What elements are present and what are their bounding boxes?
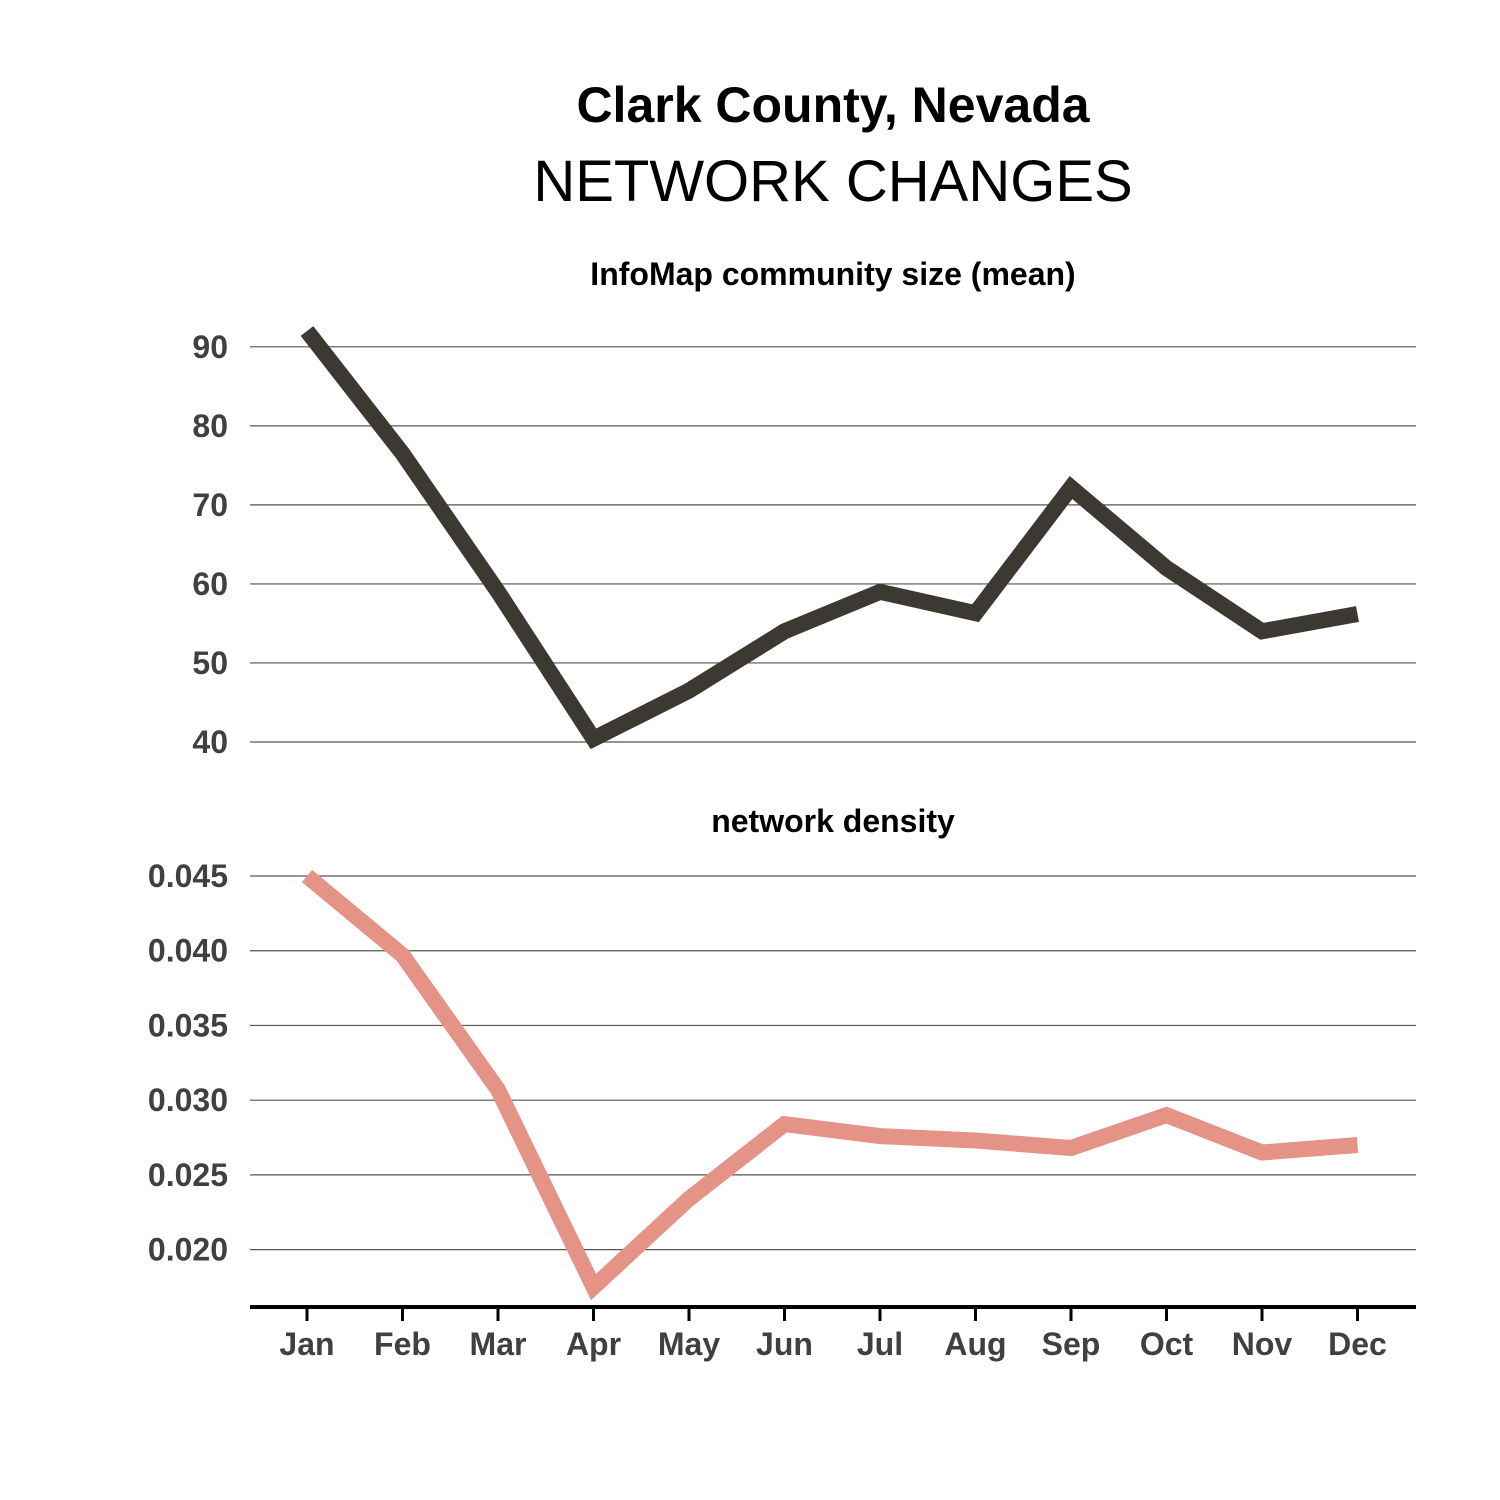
chart-title: Clark County, Nevada bbox=[576, 77, 1090, 133]
chart-subtitle: NETWORK CHANGES bbox=[533, 149, 1133, 214]
x-tick-label: Jan bbox=[279, 1326, 334, 1362]
x-tick-label: Nov bbox=[1232, 1326, 1293, 1362]
y-tick-label: 60 bbox=[192, 566, 228, 602]
y-tick-label: 80 bbox=[192, 408, 228, 444]
y-tick-label: 0.040 bbox=[148, 933, 228, 969]
y-tick-label: 40 bbox=[192, 724, 228, 760]
x-tick-label: Jul bbox=[857, 1326, 903, 1362]
y-tick-label: 0.030 bbox=[148, 1082, 228, 1118]
y-tick-label: 0.020 bbox=[148, 1232, 228, 1268]
x-tick-label: Mar bbox=[470, 1326, 527, 1362]
panel-title: network density bbox=[711, 803, 955, 839]
x-tick-label: Oct bbox=[1140, 1326, 1194, 1362]
x-tick-label: May bbox=[658, 1326, 720, 1362]
x-tick-label: Jun bbox=[756, 1326, 813, 1362]
y-tick-label: 70 bbox=[192, 487, 228, 523]
y-tick-label: 0.025 bbox=[148, 1157, 228, 1193]
y-tick-label: 0.045 bbox=[148, 858, 228, 894]
x-tick-label: Aug bbox=[944, 1326, 1006, 1362]
series-line bbox=[301, 869, 1359, 1301]
x-tick-label: Feb bbox=[374, 1326, 431, 1362]
y-tick-label: 50 bbox=[192, 645, 228, 681]
series-line bbox=[300, 326, 1359, 750]
y-tick-label: 0.035 bbox=[148, 1007, 228, 1043]
x-tick-label: Apr bbox=[566, 1326, 621, 1362]
panel-title: InfoMap community size (mean) bbox=[590, 256, 1075, 292]
y-tick-label: 90 bbox=[192, 329, 228, 365]
x-tick-label: Sep bbox=[1042, 1326, 1101, 1362]
x-tick-label: Dec bbox=[1328, 1326, 1387, 1362]
